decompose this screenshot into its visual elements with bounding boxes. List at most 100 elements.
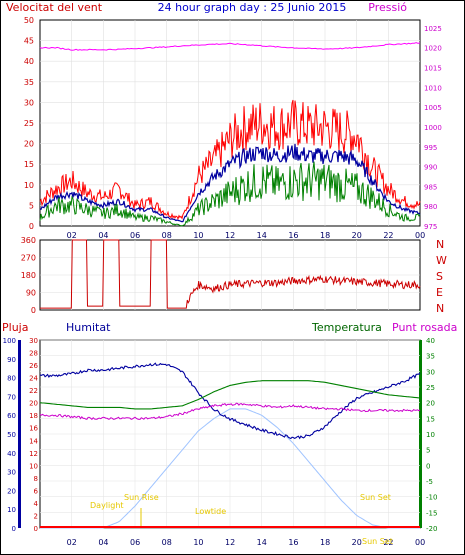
pressure-tick-label: 985 (424, 183, 437, 191)
wind-tick-label: 0 (29, 222, 34, 231)
rain-label: Pluja (2, 321, 28, 334)
direction-tick-label: 0 (31, 306, 36, 315)
temp-tick-label: 35 (426, 353, 435, 361)
wind-series (39, 42, 421, 227)
wind-tick-label: 15 (24, 160, 34, 169)
rain-tick-label: 30 (29, 337, 38, 345)
direction-line (40, 239, 421, 309)
rain-tick-label: 0 (34, 525, 38, 533)
humidity-line (39, 362, 421, 440)
humidity-tick-label: 0 (12, 525, 16, 533)
temp-tick-label: -15 (426, 509, 437, 517)
pressure-tick-label: 1010 (424, 84, 442, 92)
wind-x-tick-label: 10 (193, 231, 203, 240)
wind-x-tick-label: 16 (288, 231, 298, 240)
temp-x-tick-label: 16 (288, 538, 298, 547)
rain-tick-label: 26 (29, 362, 38, 370)
temp-x-tick-label: 06 (130, 538, 140, 547)
humidity-tick-label: 60 (7, 412, 16, 420)
rain-tick-label: 4 (34, 500, 39, 508)
sunset-label-bottom: Sun Set (362, 537, 393, 546)
direction-y-axis: 0 90 180 270 360 (21, 236, 36, 315)
temp-axis-bar (419, 340, 422, 528)
pressure-tick-label: 1000 (424, 124, 442, 132)
wind-x-tick-label: 04 (98, 231, 108, 240)
temp-y-axis: -20 -15 -10 -5 0 5 10 15 20 25 30 35 40 (426, 337, 437, 533)
humidity-tick-label: 20 (7, 487, 16, 495)
compass-letter: N (436, 302, 444, 315)
sunrise-label: Sun Rise (124, 493, 159, 502)
wind-x-tick-label: 02 (67, 231, 77, 240)
wind-x-tick-label: 08 (162, 231, 172, 240)
compass-letter: E (436, 286, 443, 299)
rain-tick-label: 22 (29, 387, 38, 395)
wind-tick-label: 25 (24, 119, 34, 128)
temp-tick-label: -5 (426, 478, 433, 486)
rain-tick-label: 28 (29, 350, 38, 358)
direction-series (40, 239, 421, 309)
rain-tick-label: 12 (29, 450, 38, 458)
temp-x-axis: 02 04 06 08 10 12 14 16 18 20 22 00 (67, 538, 426, 547)
temp-tick-label: 20 (426, 400, 435, 408)
temp-series (39, 362, 421, 529)
rain-tick-label: 6 (34, 487, 39, 495)
rain-tick-label: 14 (29, 437, 38, 445)
temp-x-tick-label: 00 (415, 538, 425, 547)
pressure-tick-label: 995 (424, 144, 437, 152)
wind-tick-label: 20 (24, 140, 34, 149)
temp-x-tick-label: 20 (352, 538, 362, 547)
humidity-tick-label: 80 (7, 375, 16, 383)
rain-tick-label: 8 (34, 475, 38, 483)
rain-tick-label: 10 (29, 462, 38, 470)
wind-speed-label: Velocitat del vent (6, 1, 103, 14)
pressure-tick-label: 1005 (424, 104, 442, 112)
wind-tick-label: 35 (24, 78, 34, 87)
lowtide-label: Lowtide (195, 507, 226, 516)
pressure-line (39, 42, 421, 51)
wind-x-tick-label: 18 (320, 231, 330, 240)
pressure-tick-label: 1015 (424, 65, 442, 73)
daylight-label: Daylight (90, 501, 124, 510)
temp-x-tick-label: 04 (98, 538, 108, 547)
wind-avg-line (39, 143, 421, 223)
temp-x-tick-label: 12 (225, 538, 235, 547)
temp-tick-label: 0 (426, 462, 430, 470)
direction-tick-label: 180 (21, 271, 36, 280)
wind-tick-label: 30 (24, 98, 34, 107)
pressure-tick-label: 975 (424, 223, 437, 231)
humidity-tick-label: 30 (7, 469, 16, 477)
pressure-y-axis: 975 980 985 990 995 1000 1005 1010 1015 1020 1025 (424, 25, 442, 231)
wind-y-axis: 0 5 10 15 20 25 30 35 40 45 50 (24, 16, 34, 231)
dewpoint-line (39, 402, 421, 421)
temp-tick-label: 25 (426, 384, 435, 392)
pressure-tick-label: 980 (424, 203, 437, 211)
wind-gust-line (39, 99, 421, 221)
sunset-label: Sun Set (360, 493, 391, 502)
humidity-tick-label: 100 (3, 337, 16, 345)
humidity-tick-label: 50 (7, 431, 16, 439)
wind-x-tick-label: 00 (415, 231, 425, 240)
humidity-axis-bar (18, 340, 21, 528)
compass-letter: W (436, 254, 447, 267)
wind-tick-label: 45 (24, 37, 34, 46)
rain-tick-label: 18 (29, 412, 38, 420)
direction-tick-label: 90 (26, 289, 36, 298)
humidity-tick-label: 90 (7, 356, 16, 364)
event-markers: Sun Rise Daylight Lowtide Sun Set Sun Se… (90, 493, 393, 546)
temp-x-tick-label: 10 (193, 538, 203, 547)
temp-tick-label: 15 (426, 415, 435, 423)
wind-x-tick-label: 06 (130, 231, 140, 240)
wind-tick-label: 40 (24, 57, 34, 66)
temp-tick-label: 30 (426, 368, 435, 376)
pressure-tick-label: 1025 (424, 25, 442, 33)
temp-tick-label: -10 (426, 494, 437, 502)
rain-tick-label: 2 (34, 512, 38, 520)
wind-tick-label: 10 (24, 181, 34, 190)
temp-tick-label: 10 (426, 431, 435, 439)
direction-tick-label: 360 (21, 236, 36, 245)
